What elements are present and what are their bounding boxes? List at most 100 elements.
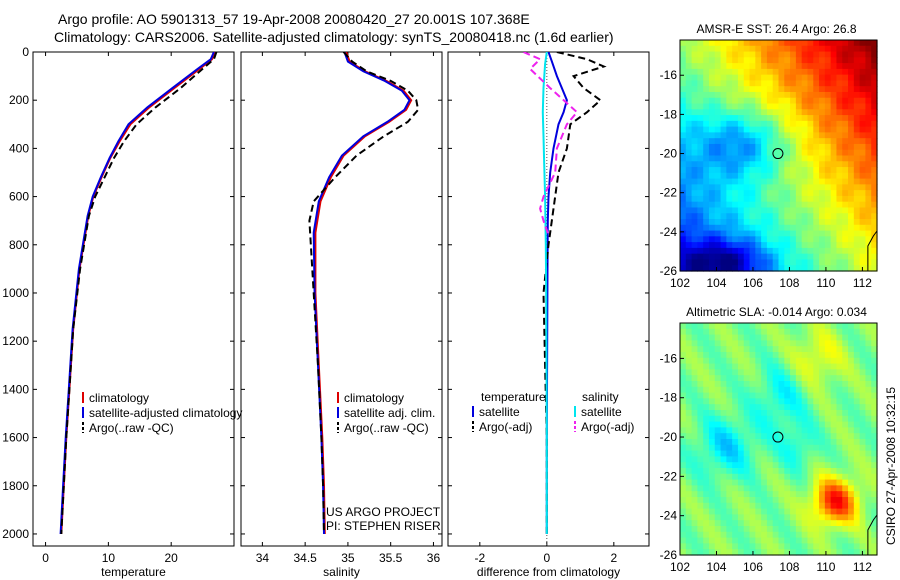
heatmap-cell	[691, 415, 698, 423]
heatmap-cell	[778, 120, 785, 128]
heatmap-cell	[685, 57, 693, 64]
heatmap-cell	[807, 207, 814, 214]
heatmap-cell	[749, 491, 756, 498]
heatmap-cell	[708, 439, 716, 446]
heatmap-cell	[720, 479, 727, 486]
heatmap-cell	[842, 143, 849, 151]
heatmap-cell	[836, 543, 843, 550]
heatmap-cell	[714, 178, 722, 185]
heatmap-cell	[795, 334, 803, 341]
heatmap-cell	[848, 468, 855, 475]
heatmap-cell	[772, 404, 780, 411]
heatmap-cell	[680, 253, 687, 261]
heatmap-cell	[755, 537, 762, 544]
heatmap-cell	[778, 479, 785, 486]
heatmap-cell	[743, 485, 751, 492]
heatmap-cell	[685, 369, 693, 376]
heatmap-cell	[848, 80, 855, 87]
heatmap-cell	[848, 259, 855, 266]
heatmap-cell	[836, 462, 843, 469]
heatmap-cell	[714, 375, 722, 382]
heatmap-cell	[795, 91, 803, 99]
heatmap-cell	[708, 155, 716, 162]
heatmap-cell	[697, 109, 704, 116]
heatmap-cell	[761, 207, 768, 214]
x-tick-label: 10	[102, 551, 116, 565]
heatmap-cell	[842, 369, 849, 376]
heatmap-cell	[766, 155, 774, 162]
heatmap-cell	[720, 531, 727, 539]
heatmap-cell	[714, 253, 722, 261]
heatmap-cell	[790, 178, 797, 185]
heatmap-cell	[853, 369, 861, 376]
heatmap-cell	[685, 265, 693, 272]
heatmap-cell	[703, 132, 710, 139]
heatmap-cell	[685, 184, 693, 191]
heatmap-cell	[801, 40, 809, 47]
heatmap-cell	[848, 132, 855, 139]
heatmap-cell	[755, 167, 762, 174]
y-tick-label: 800	[9, 238, 29, 252]
heatmap-cell	[685, 491, 693, 498]
heatmap-cell	[865, 184, 872, 191]
heatmap-cell	[865, 328, 872, 336]
heatmap-cell	[842, 259, 849, 266]
heatmap-cell	[743, 520, 751, 527]
heatmap-cell	[726, 473, 733, 481]
heatmap-cell	[755, 97, 762, 105]
heatmap-cell	[778, 328, 785, 336]
heatmap-cell	[720, 520, 727, 527]
heatmap-cell	[807, 468, 814, 475]
heatmap-cell	[743, 224, 751, 232]
heatmap-cell	[842, 236, 849, 243]
heatmap-cell	[795, 51, 803, 58]
heatmap-cell	[737, 120, 745, 128]
heatmap-cell	[755, 468, 762, 475]
heatmap-cell	[732, 392, 739, 399]
heatmap-cell	[790, 74, 797, 82]
heatmap-cell	[708, 103, 716, 110]
heatmap-cell	[778, 126, 785, 134]
legend-entry: satellite	[581, 405, 622, 419]
heatmap-cell	[708, 51, 716, 58]
heatmap-cell	[830, 323, 838, 330]
heatmap-cell	[766, 398, 774, 405]
heatmap-cell	[743, 421, 751, 428]
heatmap-cell	[737, 537, 745, 544]
heatmap-cell	[703, 86, 710, 93]
heatmap-cell	[714, 369, 722, 376]
heatmap-cell	[807, 450, 814, 457]
heatmap-cell	[824, 468, 832, 475]
heatmap-cell	[761, 543, 768, 550]
heatmap-cell	[836, 143, 843, 151]
heatmap-cell	[749, 410, 756, 417]
heatmap-cell	[824, 497, 832, 504]
heatmap-cell	[766, 520, 774, 527]
heatmap-cell	[714, 433, 722, 440]
heatmap-cell	[755, 386, 762, 394]
heatmap-cell	[795, 381, 803, 388]
heatmap-cell	[853, 259, 861, 266]
heatmap-cell	[865, 120, 872, 128]
heatmap-cell	[685, 201, 693, 209]
heatmap-cell	[732, 219, 739, 226]
heatmap-cell	[807, 190, 814, 197]
heatmap-cell	[720, 265, 727, 272]
heatmap-cell	[708, 323, 716, 330]
heatmap-cell	[865, 207, 872, 214]
heatmap-cell	[726, 97, 733, 105]
heatmap-cell	[865, 415, 872, 423]
heatmap-cell	[732, 103, 739, 110]
heatmap-cell	[703, 219, 710, 226]
heatmap-cell	[824, 404, 832, 411]
heatmap-cell	[726, 201, 733, 209]
heatmap-cell	[766, 433, 774, 440]
heatmap-cell	[680, 427, 687, 434]
heatmap-cell	[743, 68, 751, 76]
heatmap-cell	[830, 537, 838, 544]
heatmap-cell	[784, 398, 791, 405]
heatmap-cell	[813, 334, 820, 341]
heatmap-cell	[865, 456, 872, 463]
heatmap-cell	[848, 340, 855, 347]
heatmap-cell	[680, 213, 687, 220]
